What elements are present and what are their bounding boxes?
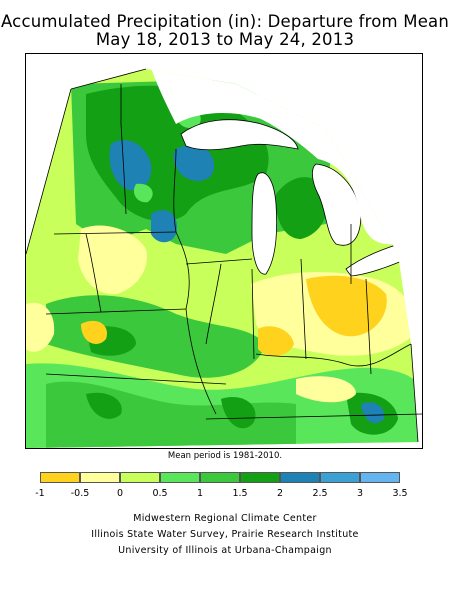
map-title-line-1: Accumulated Precipitation (in): Departur… — [0, 12, 450, 31]
legend-label: 0.5 — [152, 488, 168, 499]
region-outline — [26, 68, 419, 443]
credit-uiuc: University of Illinois at Urbana-Champai… — [118, 545, 332, 556]
legend-label: 0 — [116, 488, 124, 499]
field-very-dry-west — [81, 320, 107, 344]
field-dry-ky — [296, 376, 356, 403]
border-il-mid — [205, 263, 222, 345]
border-ia-il — [175, 231, 190, 310]
legend-label: 2 — [276, 488, 284, 499]
legend-label: 1.5 — [232, 488, 248, 499]
border-mo-ar — [45, 373, 227, 385]
field-blue-se — [361, 402, 385, 424]
border-il-in — [251, 268, 255, 360]
legend-label: 3.5 — [392, 488, 408, 499]
border-mn-ia — [53, 231, 177, 235]
lake-michigan — [251, 172, 278, 275]
border-wi-il — [185, 258, 253, 265]
border-ne-ia — [85, 233, 102, 313]
legend-swatch — [40, 472, 80, 483]
border-ohio-river — [255, 343, 412, 367]
field-wet-dark-south-2 — [221, 396, 256, 429]
precip-fields — [26, 69, 418, 448]
precipitation-departure-map — [25, 53, 423, 449]
legend-label: 2.5 — [312, 488, 328, 499]
state-borders — [45, 84, 422, 420]
border-oh-wv — [365, 278, 372, 375]
credit-isws: Illinois State Water Survey, Prairie Res… — [91, 529, 359, 540]
field-light-north-2 — [133, 183, 153, 203]
field-wet-missouri — [46, 295, 266, 378]
border-ky-tn — [205, 413, 422, 420]
field-blue-mid — [173, 145, 215, 181]
field-dry-iowa — [78, 225, 147, 295]
field-blue-west — [109, 140, 152, 191]
legend-swatch — [280, 472, 320, 483]
field-wet-michigan — [275, 177, 328, 239]
map-title-line-2: May 18, 2013 to May 24, 2013 — [95, 30, 355, 49]
legend-swatch — [320, 472, 360, 483]
border-mn-wi — [173, 148, 177, 233]
border-mo-il-river — [185, 308, 217, 415]
border-nd-mn — [120, 84, 127, 215]
field-blue-south — [151, 210, 177, 243]
legend-swatch — [80, 472, 120, 483]
mean-period-note: Mean period is 1981-2010. — [167, 451, 283, 461]
legend-swatch — [200, 472, 240, 483]
map-canvas — [26, 68, 422, 448]
legend-swatch — [160, 472, 200, 483]
legend-label: 3 — [356, 488, 364, 499]
field-very-dry-indiana — [258, 326, 294, 356]
legend-label: -1 — [35, 488, 45, 499]
border-ia-mo — [45, 308, 187, 315]
field-dry-west-edge — [26, 302, 55, 352]
border-in-oh — [300, 258, 307, 360]
legend-swatch — [120, 472, 160, 483]
color-legend: -1 -0.5 0 0.5 1 1.5 2 2.5 3 3.5 — [35, 472, 410, 502]
legend-label: -0.5 — [70, 488, 90, 499]
lake-huron — [312, 163, 362, 246]
lake-superior — [180, 119, 299, 151]
field-near-normal-central — [165, 260, 245, 319]
field-wet-dark-south-1 — [86, 392, 122, 419]
credit-mrcc: Midwestern Regional Climate Center — [133, 513, 317, 524]
legend-swatch — [360, 472, 400, 483]
legend-swatch — [240, 472, 280, 483]
legend-label: 1 — [196, 488, 204, 499]
